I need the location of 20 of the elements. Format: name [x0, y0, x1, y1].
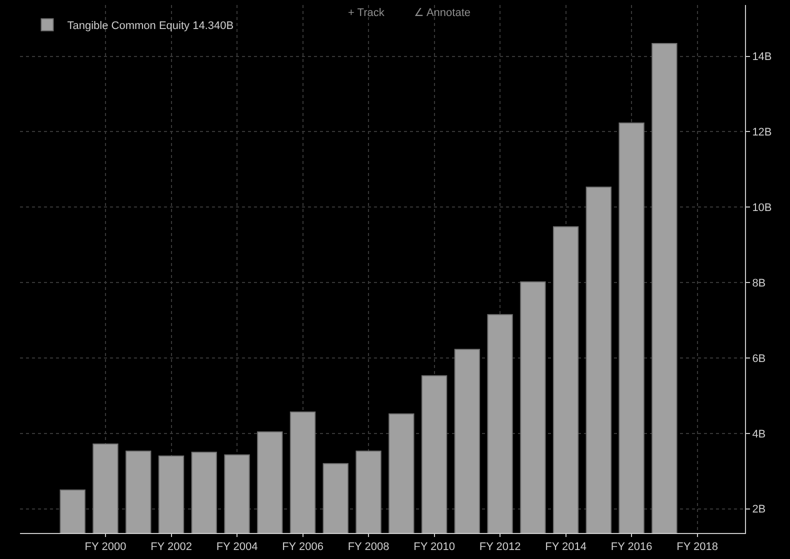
- y-tick-label: 10B: [752, 202, 772, 214]
- x-tick-label: FY 2006: [282, 541, 324, 554]
- x-tick-label: FY 2004: [216, 541, 258, 554]
- y-tick-label: 12B: [752, 126, 772, 139]
- x-tick-label: FY 2016: [610, 541, 652, 554]
- x-tick-label: FY 2002: [150, 541, 192, 554]
- x-tick-label: FY 2014: [545, 541, 586, 554]
- annotation: ∠ Annotate: [414, 7, 470, 19]
- x-tick-label: FY 2010: [414, 541, 455, 554]
- y-tick-label: 14B: [752, 51, 772, 64]
- y-tick-label: 4B: [752, 428, 766, 440]
- x-tick-label: FY 2008: [348, 541, 390, 554]
- legend-label: Tangible Common Equity 14.340B: [67, 20, 234, 32]
- y-tick-label: 6B: [752, 352, 766, 365]
- x-tick-label: FY 2012: [479, 541, 521, 554]
- x-tick-label: FY 2018: [676, 541, 718, 554]
- y-tick-label: 2B: [752, 504, 766, 516]
- y-tick-label: 8B: [752, 277, 766, 290]
- x-tick-label: FY 2000: [84, 541, 126, 554]
- annotation: + Track: [348, 7, 385, 19]
